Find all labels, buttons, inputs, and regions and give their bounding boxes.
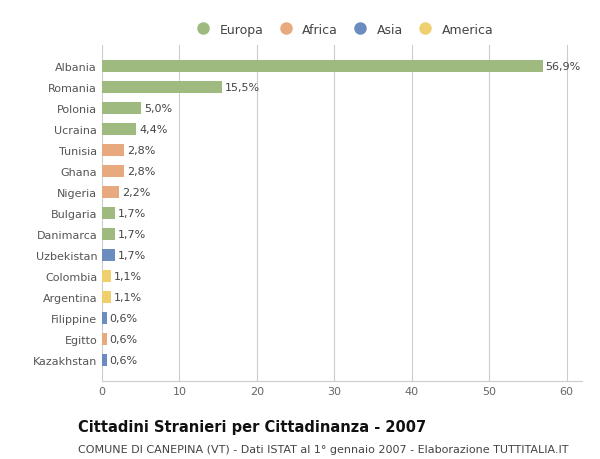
Text: 2,8%: 2,8%	[127, 146, 155, 156]
Text: 5,0%: 5,0%	[144, 104, 172, 114]
Bar	[102, 166, 124, 177]
Text: 1,7%: 1,7%	[118, 250, 146, 260]
Bar	[102, 207, 115, 219]
Text: 1,1%: 1,1%	[113, 292, 142, 302]
Bar	[102, 187, 119, 198]
Text: Cittadini Stranieri per Cittadinanza - 2007: Cittadini Stranieri per Cittadinanza - 2…	[78, 419, 426, 434]
Bar	[102, 313, 107, 324]
Text: 15,5%: 15,5%	[225, 83, 260, 93]
Text: 0,6%: 0,6%	[110, 313, 138, 323]
Bar	[102, 291, 110, 303]
Bar	[102, 124, 136, 135]
Bar	[102, 270, 110, 282]
Text: 56,9%: 56,9%	[545, 62, 581, 72]
Bar	[102, 333, 107, 345]
Text: 1,7%: 1,7%	[118, 208, 146, 218]
Bar	[102, 250, 115, 261]
Text: 0,6%: 0,6%	[110, 334, 138, 344]
Text: 0,6%: 0,6%	[110, 355, 138, 365]
Text: 4,4%: 4,4%	[139, 125, 167, 134]
Bar	[102, 229, 115, 240]
Text: 2,8%: 2,8%	[127, 167, 155, 177]
Bar	[102, 61, 542, 73]
Text: 1,7%: 1,7%	[118, 230, 146, 239]
Text: COMUNE DI CANEPINA (VT) - Dati ISTAT al 1° gennaio 2007 - Elaborazione TUTTITALI: COMUNE DI CANEPINA (VT) - Dati ISTAT al …	[78, 444, 569, 454]
Bar	[102, 145, 124, 157]
Text: 2,2%: 2,2%	[122, 188, 151, 197]
Bar	[102, 354, 107, 366]
Text: 1,1%: 1,1%	[113, 271, 142, 281]
Bar	[102, 82, 222, 94]
Legend: Europa, Africa, Asia, America: Europa, Africa, Asia, America	[185, 19, 499, 42]
Bar	[102, 103, 141, 114]
